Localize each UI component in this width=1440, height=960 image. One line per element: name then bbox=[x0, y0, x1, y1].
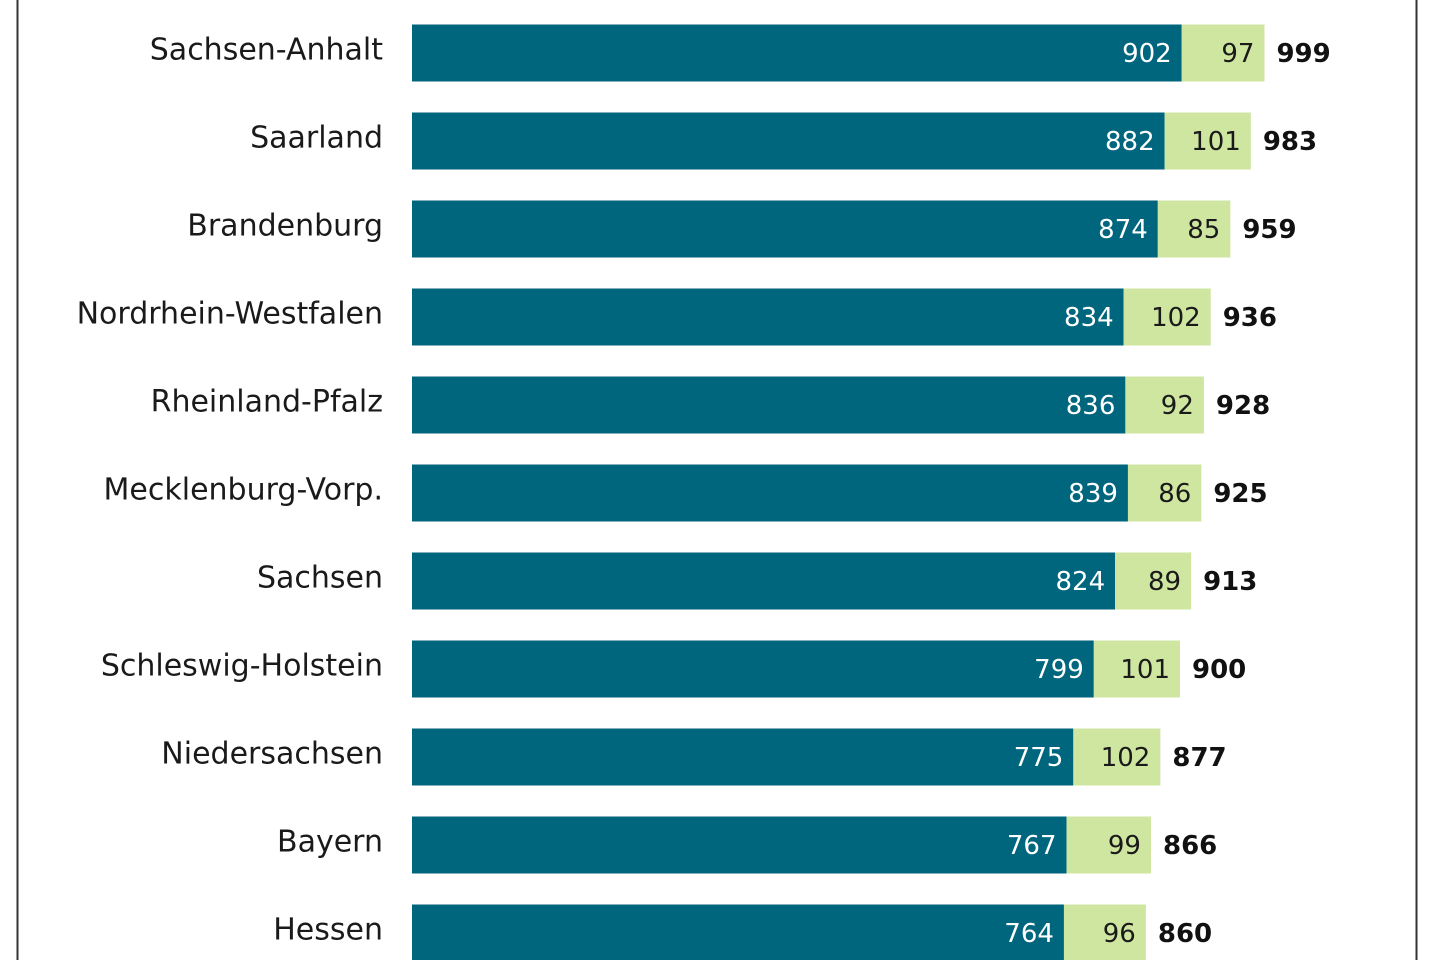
bar-segment bbox=[1125, 376, 1204, 434]
bar-segment bbox=[1123, 288, 1211, 346]
bar-segment bbox=[412, 464, 1128, 522]
total-label: 877 bbox=[1172, 743, 1226, 773]
total-label: 983 bbox=[1263, 127, 1317, 157]
bar-segment bbox=[1127, 464, 1202, 522]
bar-segment bbox=[412, 728, 1074, 786]
value-label: 89 bbox=[1148, 567, 1181, 597]
bar-segment bbox=[412, 552, 1116, 610]
category-label: Schleswig-Holstein bbox=[101, 649, 383, 684]
total-label: 936 bbox=[1223, 303, 1277, 333]
total-label: 900 bbox=[1192, 655, 1246, 685]
bar-segment bbox=[1157, 200, 1231, 258]
total-label: 913 bbox=[1203, 567, 1257, 597]
value-label: 92 bbox=[1161, 391, 1194, 421]
total-label: 860 bbox=[1158, 919, 1212, 949]
value-label: 96 bbox=[1103, 919, 1136, 949]
bar-segment bbox=[412, 376, 1126, 434]
total-label: 866 bbox=[1163, 831, 1217, 861]
value-label: 824 bbox=[1056, 567, 1106, 597]
bar-segment bbox=[412, 288, 1124, 346]
category-label: Sachsen-Anhalt bbox=[150, 33, 383, 68]
bar-segment bbox=[412, 200, 1158, 258]
category-label: Brandenburg bbox=[187, 209, 383, 244]
value-label: 874 bbox=[1098, 215, 1148, 245]
value-label: 764 bbox=[1004, 919, 1054, 949]
bar-segment bbox=[1115, 552, 1192, 610]
value-label: 99 bbox=[1108, 831, 1141, 861]
value-label: 767 bbox=[1007, 831, 1057, 861]
value-label: 86 bbox=[1158, 479, 1191, 509]
value-label: 775 bbox=[1014, 743, 1064, 773]
category-label: Rheinland-Pfalz bbox=[151, 385, 383, 420]
bar-segment bbox=[412, 904, 1064, 960]
total-label: 928 bbox=[1216, 391, 1270, 421]
value-label: 902 bbox=[1122, 39, 1172, 69]
bar-segment bbox=[1093, 640, 1180, 698]
total-label: 959 bbox=[1242, 215, 1296, 245]
category-label: Niedersachsen bbox=[161, 737, 383, 772]
category-label: Hessen bbox=[273, 913, 383, 948]
category-label: Saarland bbox=[250, 121, 383, 156]
bar-segment bbox=[412, 24, 1182, 82]
value-label: 85 bbox=[1187, 215, 1220, 245]
total-label: 925 bbox=[1213, 479, 1267, 509]
bar-segment bbox=[1073, 728, 1161, 786]
total-label: 999 bbox=[1276, 39, 1330, 69]
bar-segment bbox=[412, 640, 1094, 698]
bar-segment bbox=[1181, 24, 1265, 82]
value-label: 839 bbox=[1068, 479, 1118, 509]
bar-segment bbox=[1164, 112, 1251, 170]
category-label: Bayern bbox=[277, 825, 383, 860]
value-label: 882 bbox=[1105, 127, 1155, 157]
category-label: Mecklenburg-Vorp. bbox=[104, 473, 383, 508]
value-label: 97 bbox=[1221, 39, 1254, 69]
value-label: 799 bbox=[1034, 655, 1084, 685]
value-label: 836 bbox=[1066, 391, 1116, 421]
category-label: Nordrhein-Westfalen bbox=[77, 297, 383, 332]
bar-segment bbox=[1066, 816, 1151, 874]
value-label: 101 bbox=[1191, 127, 1241, 157]
bar-segment bbox=[1063, 904, 1146, 960]
value-label: 101 bbox=[1120, 655, 1170, 685]
bar-segment bbox=[412, 112, 1165, 170]
value-label: 102 bbox=[1101, 743, 1151, 773]
value-label: 102 bbox=[1151, 303, 1201, 333]
category-label: Sachsen bbox=[257, 561, 383, 596]
bar-segment bbox=[412, 816, 1067, 874]
value-label: 834 bbox=[1064, 303, 1114, 333]
